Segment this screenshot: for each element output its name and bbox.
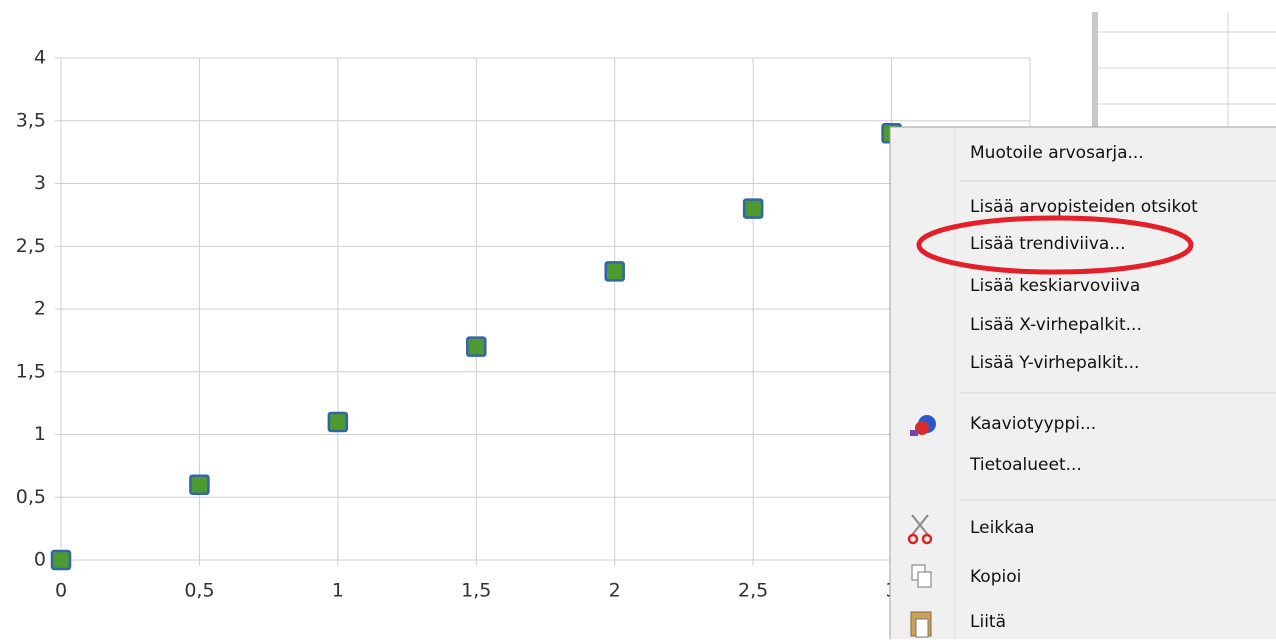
point: [190, 476, 208, 494]
menu-item[interactable]: Lisää keskiarvoviiva: [970, 276, 1140, 296]
point: [467, 338, 485, 356]
x-tick-label: 1: [332, 580, 344, 602]
menu-item[interactable]: Tietoalueet...: [969, 455, 1082, 475]
point: [606, 262, 624, 280]
x-tick-label: 1,5: [461, 580, 491, 602]
icon-shape: [916, 619, 928, 637]
x-tick-label: 2: [609, 580, 621, 602]
menu-item[interactable]: Leikkaa: [970, 518, 1035, 538]
y-tick-label: 2,5: [16, 235, 46, 257]
x-tick-label: 0,5: [184, 580, 214, 602]
y-tick-label: 1,5: [16, 360, 46, 382]
icon-shape: [918, 572, 931, 587]
context-menu: Muotoile arvosarja... Lisää arvopisteiden…: [890, 127, 1276, 639]
page: 00,511,522,533,5400,511,522,53 Muotoile …: [0, 0, 1276, 643]
y-tick-label: 3,5: [16, 109, 46, 131]
spreadsheet: [1092, 12, 1276, 132]
menu-item[interactable]: Muotoile arvosarja...: [970, 143, 1144, 163]
point: [329, 413, 347, 431]
menu-item[interactable]: Lisää trendiviiva...: [970, 234, 1126, 254]
menu-item[interactable]: Kopioi: [970, 567, 1021, 587]
menu-item[interactable]: Lisää X-virhepalkit...: [970, 315, 1142, 335]
y-tick-label: 0,5: [16, 486, 46, 508]
sheet-border: [1092, 12, 1098, 132]
x-tick-label: 2,5: [738, 580, 768, 602]
menu-item[interactable]: Lisää arvopisteiden otsikot: [970, 197, 1198, 217]
point: [52, 551, 70, 569]
menu-item[interactable]: Kaaviotyyppi...: [970, 414, 1096, 434]
y-tick-label: 1: [34, 423, 46, 445]
x-tick-label: 0: [55, 580, 67, 602]
y-tick-label: 2: [34, 298, 46, 320]
menu-item[interactable]: Lisää Y-virhepalkit...: [970, 353, 1139, 373]
y-tick-label: 0: [34, 549, 46, 571]
menu-item[interactable]: Liitä: [970, 612, 1006, 632]
point: [744, 200, 762, 218]
paste-icon: [911, 612, 931, 637]
screen: 00,511,522,533,5400,511,522,53 Muotoile …: [0, 0, 1276, 639]
y-tick-label: 4: [34, 47, 46, 69]
icon-shape: [910, 430, 918, 436]
y-tick-label: 3: [34, 172, 46, 194]
